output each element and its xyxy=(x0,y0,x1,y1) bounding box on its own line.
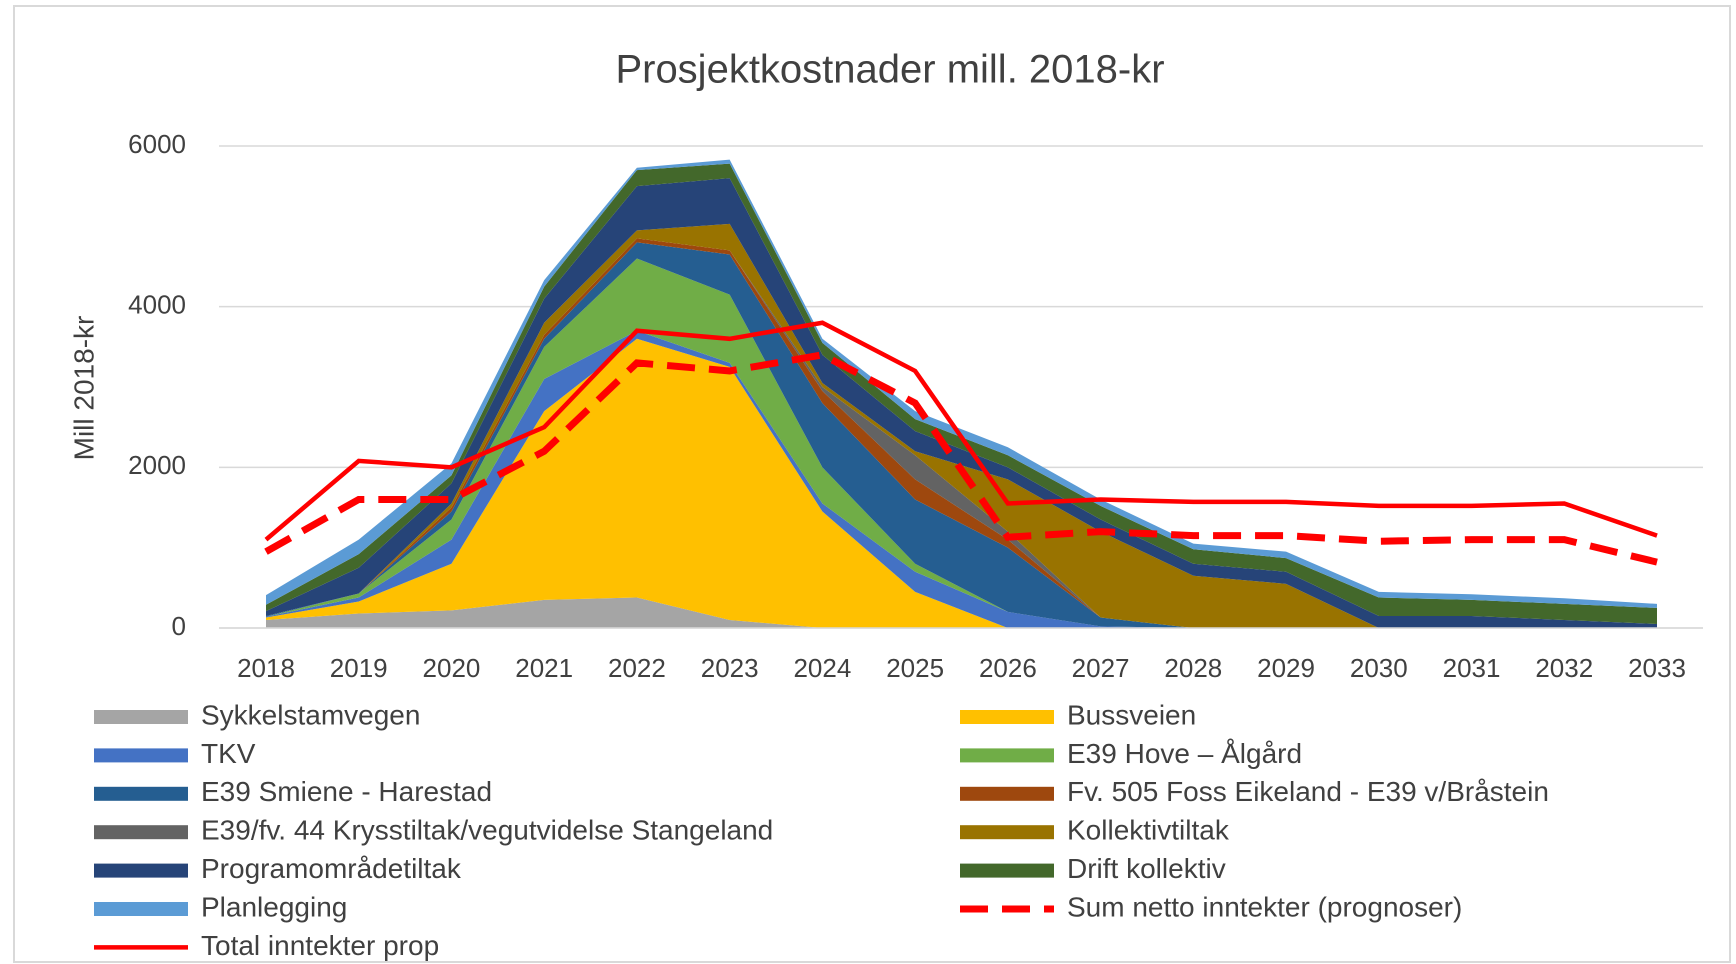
area xyxy=(266,242,1657,628)
x-tick-label: 2029 xyxy=(1257,653,1315,683)
x-tick-label: 2025 xyxy=(886,653,944,683)
area xyxy=(266,597,1657,628)
x-tick-label: 2030 xyxy=(1350,653,1408,683)
legend-label: Fv. 505 Foss Eikeland - E39 v/Bråstein xyxy=(1067,776,1549,807)
line xyxy=(264,351,1658,566)
x-tick-label: 2032 xyxy=(1535,653,1593,683)
legend-swatch xyxy=(960,748,1054,763)
legend-label: E39/fv. 44 Krysstiltak/vegutvidelse Stan… xyxy=(201,815,773,846)
legend-swatch xyxy=(960,825,1054,840)
y-tick-label: 2000 xyxy=(128,450,186,480)
legend-swatch xyxy=(94,902,188,916)
legend-label: Total inntekter prop xyxy=(201,930,439,961)
legend-swatch xyxy=(960,710,1054,724)
x-tick-label: 2021 xyxy=(515,653,573,683)
legend-swatch xyxy=(94,710,188,724)
legend-swatch xyxy=(94,825,188,840)
x-tick-label: 2020 xyxy=(423,653,481,683)
x-tick-label: 2018 xyxy=(237,653,295,683)
y-tick-label: 0 xyxy=(172,611,186,641)
chart-frame xyxy=(13,5,1731,963)
line xyxy=(264,320,1658,542)
legend-label: Kollektivtiltak xyxy=(1067,815,1230,846)
legend-label: Planlegging xyxy=(201,891,347,922)
x-tick-label: 2019 xyxy=(330,653,388,683)
legend-label: TKV xyxy=(201,738,256,769)
legend-label: Programområdetiltak xyxy=(201,853,462,884)
x-tick-label: 2027 xyxy=(1072,653,1130,683)
legend-label: Drift kollektiv xyxy=(1067,853,1226,884)
chart-title: Prosjektkostnader mill. 2018-kr xyxy=(615,48,1164,92)
legend-swatch xyxy=(94,863,188,878)
x-tick-label: 2031 xyxy=(1443,653,1501,683)
x-tick-label: 2024 xyxy=(793,653,851,683)
legend-label: Bussveien xyxy=(1067,699,1196,730)
x-tick-label: 2028 xyxy=(1164,653,1222,683)
legend-label: Sykkelstamvegen xyxy=(201,699,420,730)
legend-swatch xyxy=(960,863,1054,878)
x-tick-label: 2023 xyxy=(701,653,759,683)
x-tick-label: 2022 xyxy=(608,653,666,683)
legend-swatch xyxy=(94,786,188,801)
legend-label: E39 Smiene - Harestad xyxy=(201,776,492,807)
legend-label: Sum netto inntekter (prognoser) xyxy=(1067,891,1462,922)
legend-swatch xyxy=(94,748,188,763)
legend-swatch xyxy=(960,786,1054,801)
area xyxy=(266,338,1657,628)
x-tick-label: 2033 xyxy=(1628,653,1686,683)
y-axis-title: Mill 2018-kr xyxy=(68,316,99,461)
y-tick-label: 4000 xyxy=(128,290,186,320)
x-tick-label: 2026 xyxy=(979,653,1037,683)
legend-label: E39 Hove – Ålgård xyxy=(1067,738,1302,769)
y-tick-label: 6000 xyxy=(128,129,186,159)
